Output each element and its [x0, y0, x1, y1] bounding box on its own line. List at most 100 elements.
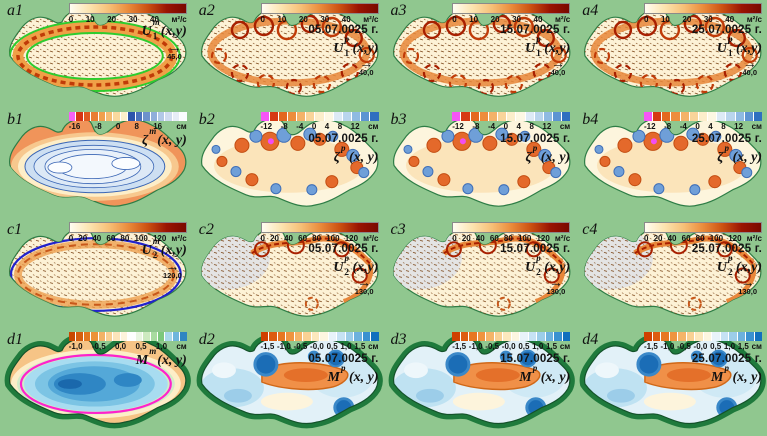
variable-label: ζ p (x, y) [717, 143, 762, 165]
arrow-icon: → [165, 258, 180, 274]
colorbar-ticks: 0 20 40 60 80 100 120 м²/с [68, 234, 187, 243]
colorbar: 0 10 20 30 40 м²/с [452, 3, 571, 25]
panel-b1: b1 -16 -8 0 8 16 см ζ m (x, y) [0, 109, 192, 219]
panel-d3: d3 -1,5 -1,0 -0,5 -0,0 0,5 1,0 1,5 см 15.07.002… [384, 329, 576, 436]
colorbar-bar [260, 332, 379, 341]
scale-arrow: → 130,0 [738, 274, 757, 296]
date-label: 25.07.0025 г. [691, 24, 762, 36]
colorbar-ticks: 0 10 20 30 40 м²/с [452, 15, 571, 24]
panel-d4: d4 -1,5 -1,0 -0,5 -0,0 0,5 1,0 1,5 см 25.07.002… [575, 329, 767, 436]
panel-label: d2 [198, 331, 215, 348]
arrow-icon: → [357, 274, 372, 290]
colorbar-ticks: -16 -8 0 8 16 см [68, 122, 187, 131]
date-label: 15.07.0025 г. [500, 353, 571, 365]
panel-label: c3 [390, 221, 406, 238]
colorbar: 0 20 40 60 80 100 120 м²/с [68, 222, 187, 244]
colorbar: -1,5 -1,0 -0,5 -0,0 0,5 1,0 1,5 см [260, 332, 379, 352]
colorbar-bar [68, 332, 187, 341]
colorbar-bar [260, 3, 379, 14]
panel-label: c1 [7, 221, 23, 238]
date-label: 25.07.0025 г. [691, 133, 762, 145]
colorbar-bar [452, 222, 571, 233]
variable-label: ζ p (x, y) [525, 143, 571, 165]
colorbar-bar [260, 222, 379, 233]
colorbar: 0 10 20 30 40 м²/с [644, 3, 762, 25]
panel-label: a1 [7, 2, 23, 19]
date-label: 15.07.0025 г. [500, 243, 571, 255]
colorbar: 0 20 40 60 80 100 120 м²/с [644, 222, 762, 244]
panel-label: a2 [198, 2, 215, 19]
scale-arrow: → 120,0 [162, 258, 182, 280]
colorbar-bar [452, 3, 571, 14]
colorbar-bar [68, 3, 187, 14]
panel-label: b4 [582, 111, 599, 128]
colorbar-bar [644, 112, 763, 121]
colorbar-bar [644, 332, 762, 341]
date-label: 05.07.0025 г. [308, 24, 379, 36]
colorbar: 0 10 20 30 40 м²/с [68, 3, 187, 25]
panel-d2: d2 -1,5 -1,0 -0,5 -0,0 0,5 1,0 1,5 см 05.07.002… [192, 329, 384, 436]
date-label: 05.07.0025 г. [308, 353, 379, 365]
colorbar-bar [260, 112, 379, 121]
panel-label: d1 [7, 331, 23, 348]
panel-label: a4 [582, 2, 599, 19]
panel-label: b3 [390, 111, 407, 128]
panel-label: a3 [390, 2, 407, 19]
arrow-icon: → [548, 274, 563, 290]
colorbar-bar [68, 222, 187, 233]
colorbar-ticks: -1,5 -1,0 -0,5 -0,0 0,5 1,0 1,5 см [452, 342, 571, 351]
colorbar: -12 -8 -4 0 4 8 12 см [260, 112, 379, 132]
colorbar-bar [644, 222, 762, 233]
colorbar-bar [452, 332, 571, 341]
colorbar: -1,0 -0,5 0,0 0,5 1,0 см [68, 332, 187, 352]
colorbar: -12 -8 -4 0 4 8 12 см [644, 112, 763, 132]
colorbar: 0 10 20 30 40 м²/с [260, 3, 379, 25]
date-label: 25.07.0025 г. [691, 353, 762, 365]
scale-arrow: → 130,0 [354, 274, 374, 296]
colorbar-ticks: 0 20 40 60 80 100 120 м²/с [644, 234, 762, 243]
panel-label: c4 [582, 221, 598, 238]
colorbar-bar [68, 112, 187, 121]
scale-arrow: → 40,0 [742, 55, 757, 77]
arrow-icon: → [742, 55, 757, 71]
scale-arrow: → 45,0 [167, 39, 182, 61]
arrow-icon: → [359, 55, 374, 71]
panel-label: d4 [582, 331, 599, 348]
colorbar-ticks: -1,0 -0,5 0,0 0,5 1,0 см [68, 342, 187, 351]
colorbar: 0 20 40 60 80 100 120 м²/с [260, 222, 379, 244]
panel-label: c2 [198, 221, 214, 238]
colorbar-ticks: -1,5 -1,0 -0,5 -0,0 0,5 1,0 1,5 см [644, 342, 762, 351]
colorbar-ticks: 0 10 20 30 40 м²/с [644, 15, 762, 24]
panel-b2: b2 -12 -8 -4 0 4 8 12 см 05.07.0025 г. ζ p (x, y) [192, 109, 384, 219]
colorbar-ticks: -12 -8 -4 0 4 8 12 см [260, 122, 379, 131]
date-label: 15.07.0025 г. [500, 133, 571, 145]
variable-label: ζ p (x, y) [333, 143, 379, 165]
variable-label: ζ m (x, y) [142, 126, 187, 148]
panel-b3: b3 -12 -8 -4 0 4 8 12 см 15.07.0025 г. ζ p (x, y) [384, 109, 576, 219]
panel-label: d3 [390, 331, 407, 348]
date-label: 05.07.0025 г. [308, 133, 379, 145]
colorbar: 0 20 40 60 80 100 120 м²/с [452, 222, 571, 244]
scale-arrow: → 130,0 [546, 274, 566, 296]
colorbar-ticks: -1,5 -1,0 -0,5 -0,0 0,5 1,0 1,5 см [260, 342, 379, 351]
panel-b4: b4 -12 -8 -4 0 4 8 12 см 25.07.0025 г. ζ p (x, y) [575, 109, 767, 219]
colorbar-ticks: 0 10 20 30 40 м²/с [260, 15, 379, 24]
date-label: 15.07.0025 г. [500, 24, 571, 36]
colorbar-ticks: 0 20 40 60 80 100 120 м²/с [452, 234, 571, 243]
arrow-icon: → [550, 55, 565, 71]
scale-arrow: → 40,0 [358, 55, 374, 77]
